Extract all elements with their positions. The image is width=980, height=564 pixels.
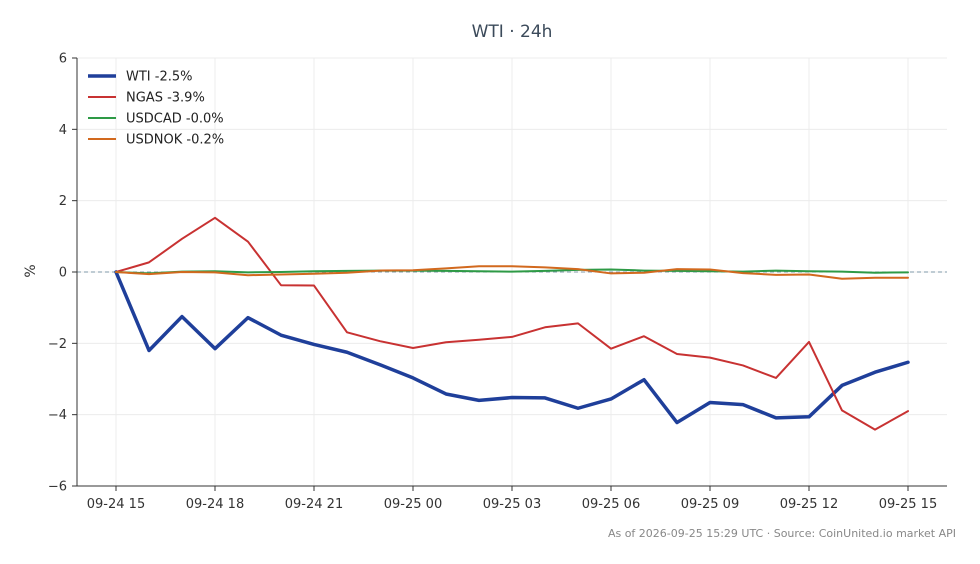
legend-label-usdcad: USDCAD -0.0%	[126, 112, 224, 127]
series-line-ngas	[115, 216, 909, 431]
x-tick-label: 09-25 09	[681, 497, 739, 512]
y-tick-label: −6	[48, 480, 67, 495]
x-tick-label: 09-25 00	[384, 497, 442, 512]
legend-label-wti: WTI -2.5%	[126, 70, 192, 85]
y-tick-label: 4	[59, 123, 67, 138]
legend: WTI -2.5% NGAS -3.9% USDCAD -0.0% USDNOK -0…	[88, 70, 224, 148]
chart-title: WTI · 24h	[472, 22, 553, 42]
series-line-usdcad	[115, 268, 909, 275]
series-lines	[114, 216, 910, 431]
series-line-wti	[114, 270, 910, 425]
y-tick-label: −4	[48, 408, 67, 423]
x-tick-label: 09-24 21	[285, 497, 343, 512]
y-tick-label: 6	[59, 52, 67, 67]
footer-source-text: As of 2026-09-25 15:29 UTC · Source: Coi…	[608, 527, 956, 540]
x-tick-label: 09-24 15	[87, 497, 145, 512]
x-tick-label: 09-25 15	[879, 497, 937, 512]
x-tick-label: 09-25 03	[483, 497, 541, 512]
x-tick-label: 09-24 18	[186, 497, 244, 512]
y-tick-label: 2	[59, 194, 67, 209]
axes: 6 4 2 0 −2 −4 −6 09-24 15 09-24 18 09-24 21 09-25 …	[48, 52, 947, 512]
legend-label-usdnok: USDNOK -0.2%	[126, 133, 224, 148]
x-tick-label: 09-25 06	[582, 497, 640, 512]
legend-label-ngas: NGAS -3.9%	[126, 91, 205, 106]
x-tick-label: 09-25 12	[780, 497, 838, 512]
y-tick-label: −2	[48, 337, 67, 352]
y-axis-label: %	[23, 264, 39, 277]
series-line-usdnok	[115, 265, 909, 280]
y-tick-label: 0	[59, 266, 67, 281]
